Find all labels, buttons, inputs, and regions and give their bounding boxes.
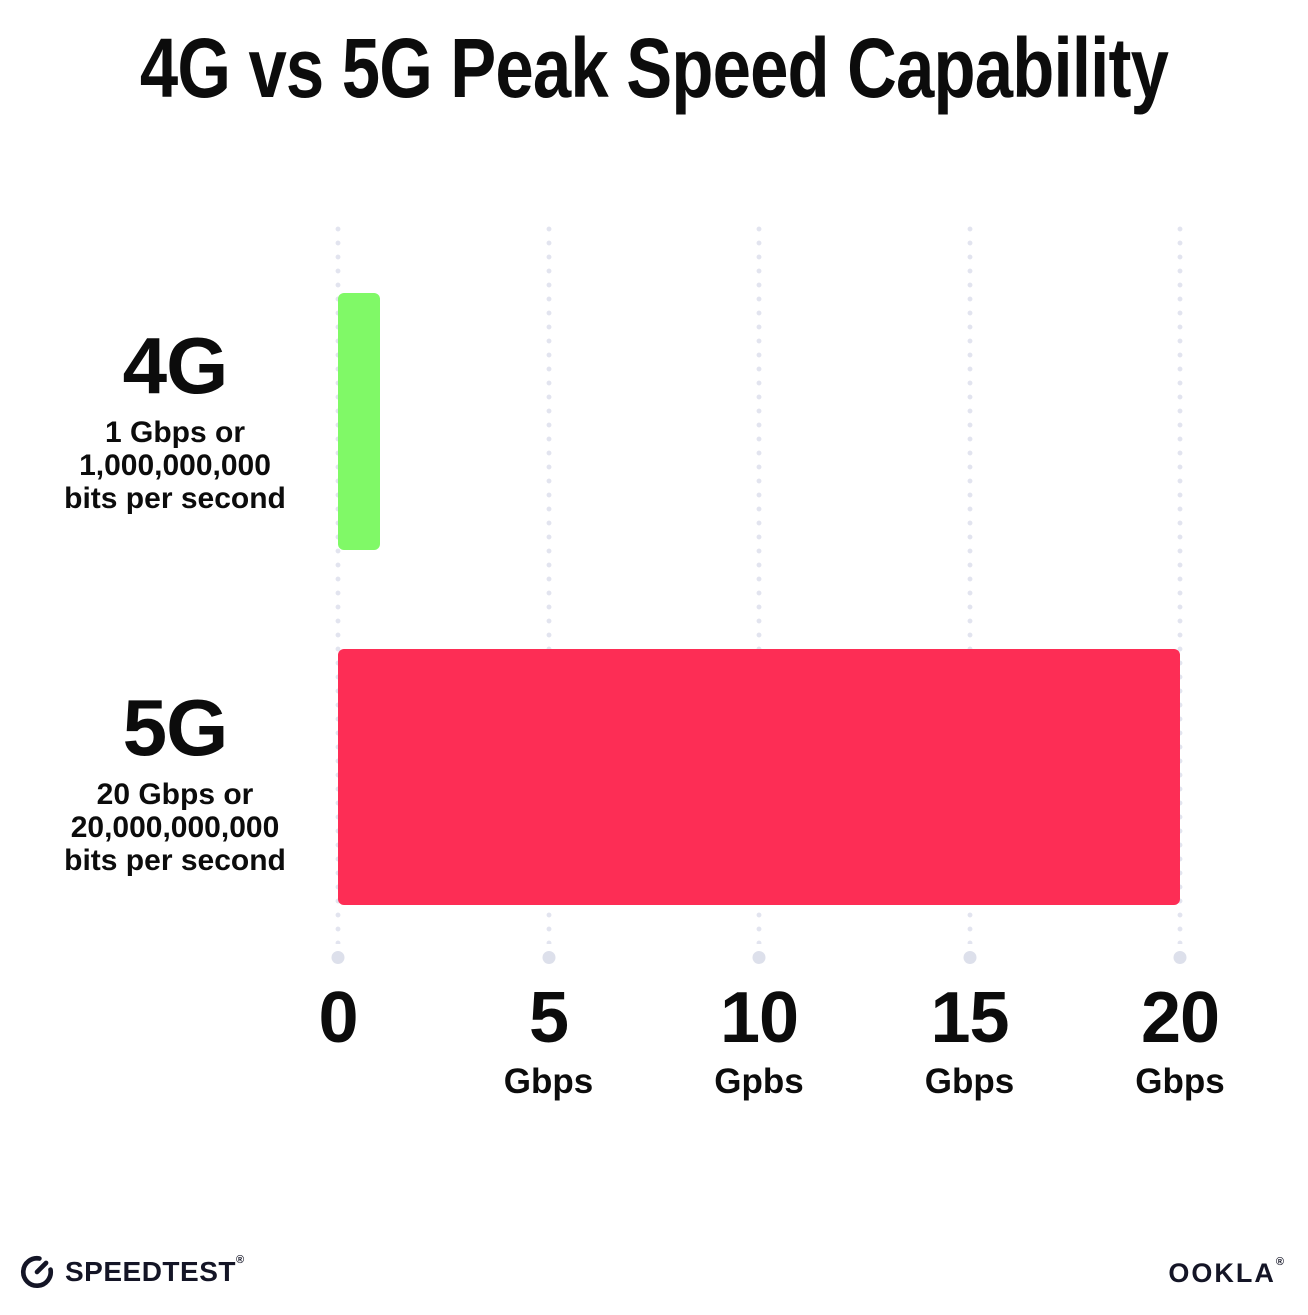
bar-5g: [338, 649, 1180, 905]
chart-plot-area: [335, 222, 1183, 944]
trademark-mark: ®: [1275, 1256, 1286, 1268]
category-label-4g: 4G: [122, 321, 229, 410]
x-tick-unit: Gbps: [503, 1062, 594, 1101]
category-sublabel-5g: 20 Gbps or 20,000,000,000 bits per secon…: [30, 778, 320, 877]
x-tick-unit: Gbps: [924, 1062, 1015, 1101]
category-block-4g: 4G 1 Gbps or 1,000,000,000 bits per seco…: [30, 321, 320, 516]
sublabel-line: 20 Gbps or: [96, 778, 254, 811]
x-tick-value: 15: [930, 978, 1009, 1058]
trademark-mark: ®: [235, 1254, 245, 1266]
x-axis: 0 5 Gbps 10 Gpbs 15 Gbps 20 Gbps: [318, 982, 1224, 1112]
gridline: [545, 222, 552, 944]
x-tick-unit: Gbps: [1135, 1062, 1225, 1101]
gauge-icon: [18, 1253, 56, 1291]
gridline: [966, 222, 973, 944]
x-tick-20: 20 Gbps: [1135, 982, 1224, 1099]
x-tick-10: 10 Gpbs: [714, 982, 803, 1099]
x-tick-5: 5 Gbps: [504, 982, 593, 1099]
category-block-5g: 5G 20 Gbps or 20,000,000,000 bits per se…: [30, 683, 320, 878]
speedtest-wordmark: SPEEDTEST®: [65, 1254, 245, 1287]
bar-4g: [338, 293, 381, 550]
x-tick-value: 20: [1140, 978, 1220, 1058]
x-tick-value: 10: [719, 978, 799, 1058]
x-tick-0: 0: [318, 978, 358, 1064]
ookla-logo: OOKLA®: [1168, 1256, 1286, 1289]
chart-title: 4G vs 5G Peak Speed Capability: [139, 21, 1169, 115]
ookla-wordmark: OOKLA®: [1168, 1256, 1286, 1288]
speedtest-logo: SPEEDTEST®: [18, 1253, 245, 1291]
x-tick-unit: Gpbs: [714, 1062, 804, 1101]
category-sublabel-4g: 1 Gbps or 1,000,000,000 bits per second: [30, 416, 320, 515]
sublabel-line: bits per second: [64, 844, 286, 877]
x-tick-15: 15 Gbps: [925, 982, 1014, 1099]
gridline: [756, 222, 762, 944]
sublabel-line: 20,000,000,000: [70, 811, 280, 844]
x-tick-value: 5: [528, 978, 569, 1058]
sublabel-line: 1 Gbps or: [104, 416, 246, 449]
sublabel-line: 1,000,000,000: [79, 449, 271, 482]
sublabel-line: bits per second: [64, 482, 286, 515]
gridline: [1177, 222, 1183, 944]
gridline: [335, 222, 341, 944]
category-label-5g: 5G: [122, 683, 229, 772]
x-tick-value: 0: [318, 978, 358, 1058]
